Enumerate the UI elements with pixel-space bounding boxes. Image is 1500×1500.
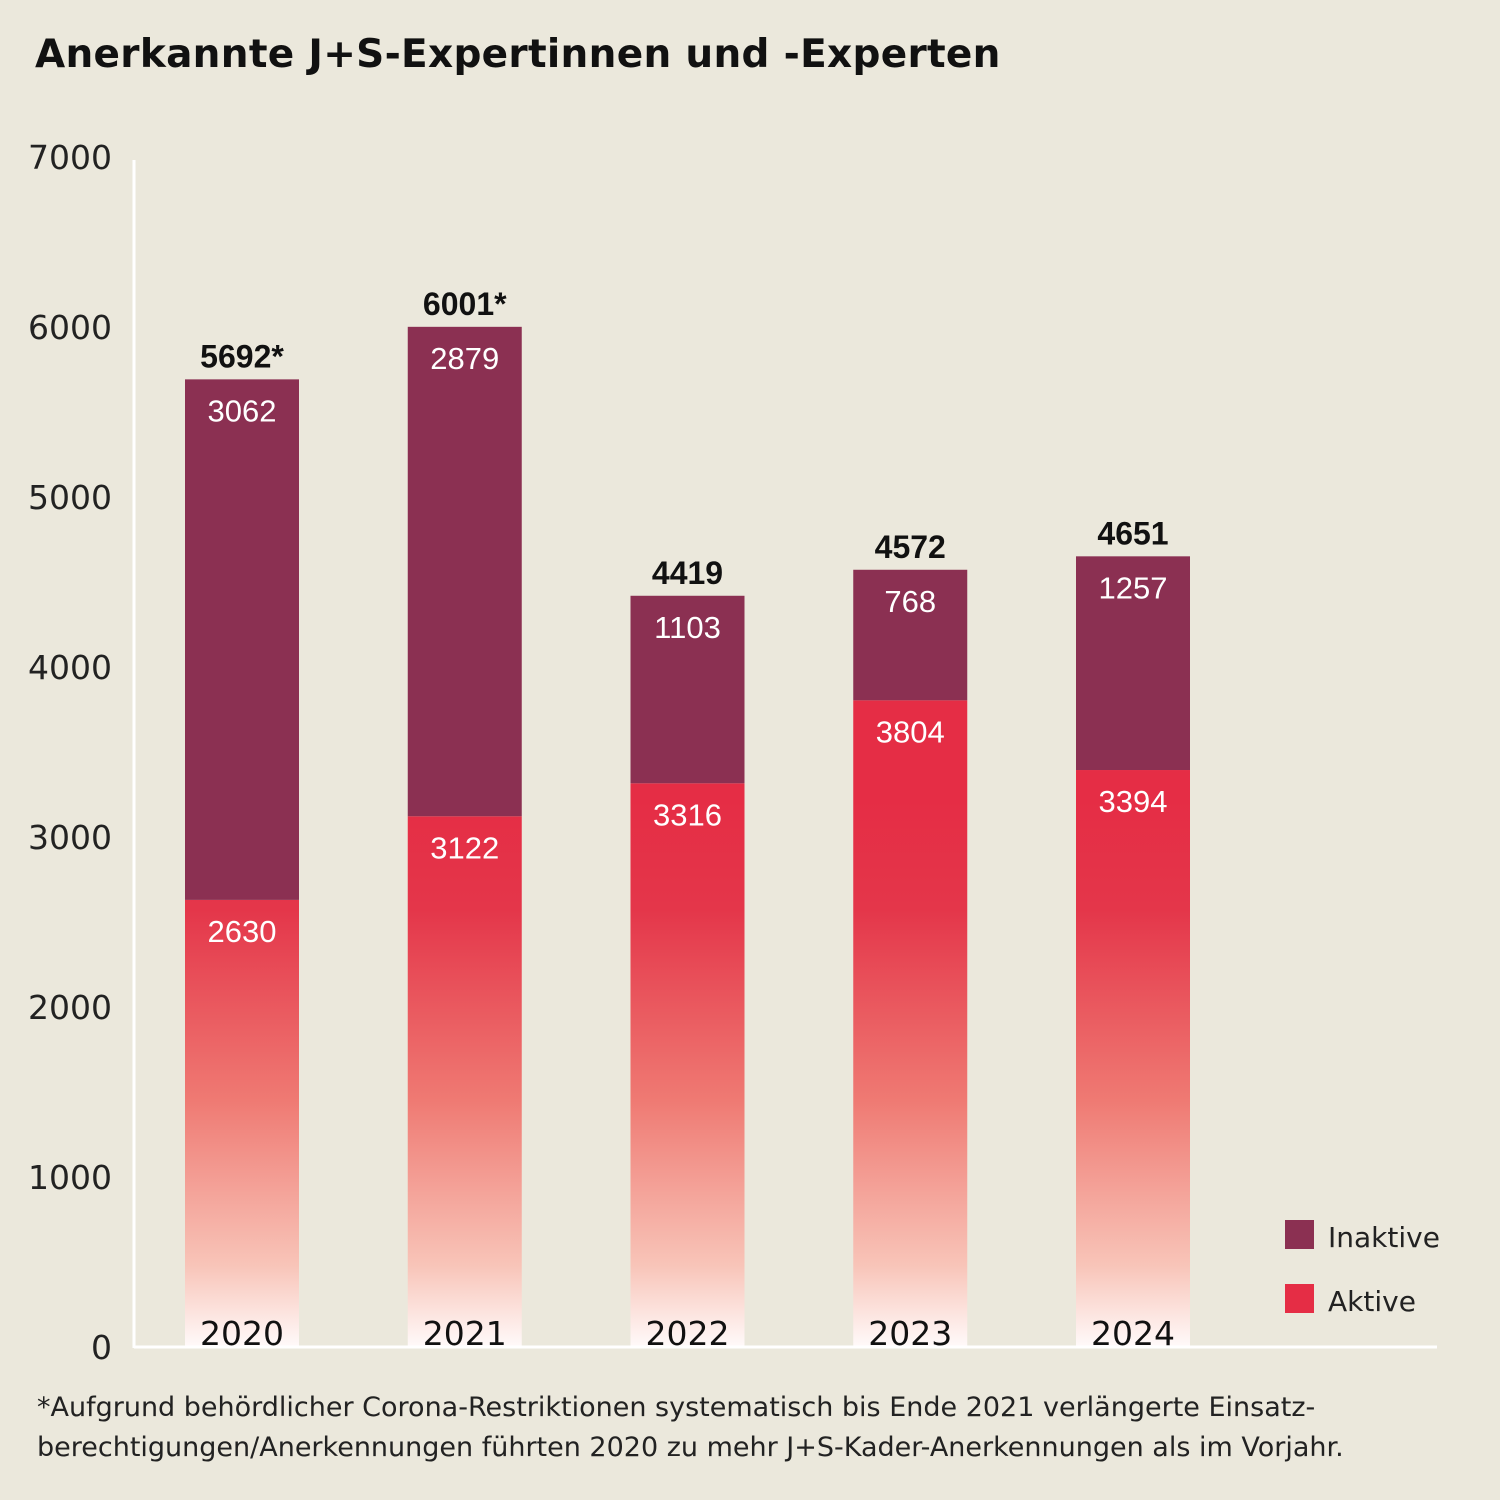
y-tick-label: 4000	[28, 648, 112, 687]
footnote: *Aufgrund behördlicher Corona-Restriktio…	[37, 1392, 1344, 1463]
legend-label: Aktive	[1328, 1285, 1416, 1318]
legend-swatch-inaktive	[1285, 1220, 1314, 1249]
data-label-aktive: 3122	[430, 830, 499, 865]
data-label-inaktive: 1257	[1099, 570, 1168, 605]
bar-inaktive-2024	[1076, 556, 1190, 771]
y-tick-label: 3000	[28, 818, 112, 857]
total-label: 6001*	[423, 286, 507, 322]
y-tick-label: 6000	[28, 308, 112, 347]
legend-swatch-aktive	[1285, 1284, 1314, 1313]
bar-aktive-2021	[407, 816, 522, 1347]
y-tick-label: 5000	[28, 478, 112, 517]
legend-label: Inaktive	[1328, 1221, 1440, 1254]
data-label-aktive: 3804	[876, 714, 945, 749]
total-label: 4572	[875, 529, 946, 565]
bar-inaktive-2023	[853, 569, 968, 701]
total-label: 4651	[1097, 515, 1168, 551]
data-label-aktive: 3316	[653, 797, 722, 832]
bar-aktive-2023	[853, 700, 968, 1347]
bar-aktive-2024	[1076, 770, 1190, 1347]
total-label: 4419	[652, 555, 723, 591]
bar-inaktive-2022	[630, 595, 745, 784]
bar-inaktive-2020	[185, 379, 299, 900]
bar-aktive-2022	[630, 783, 745, 1347]
bar-aktive-2020	[185, 899, 299, 1347]
y-tick-label: 2000	[28, 988, 112, 1027]
data-label-inaktive: 3062	[208, 393, 277, 428]
y-tick-label: 7000	[28, 138, 112, 177]
y-tick-label: 1000	[28, 1158, 112, 1197]
data-label-aktive: 2630	[208, 914, 277, 949]
bar-inaktive-2021	[407, 326, 522, 817]
chart-title: Anerkannte J+S-Expertinnen und -Experten	[35, 32, 1001, 77]
data-label-aktive: 3394	[1099, 784, 1168, 819]
total-label: 5692*	[200, 338, 284, 374]
y-tick-label: 0	[91, 1328, 112, 1367]
data-label-inaktive: 1103	[654, 610, 721, 645]
data-label-inaktive: 2879	[430, 341, 499, 376]
data-label-inaktive: 768	[884, 584, 936, 619]
